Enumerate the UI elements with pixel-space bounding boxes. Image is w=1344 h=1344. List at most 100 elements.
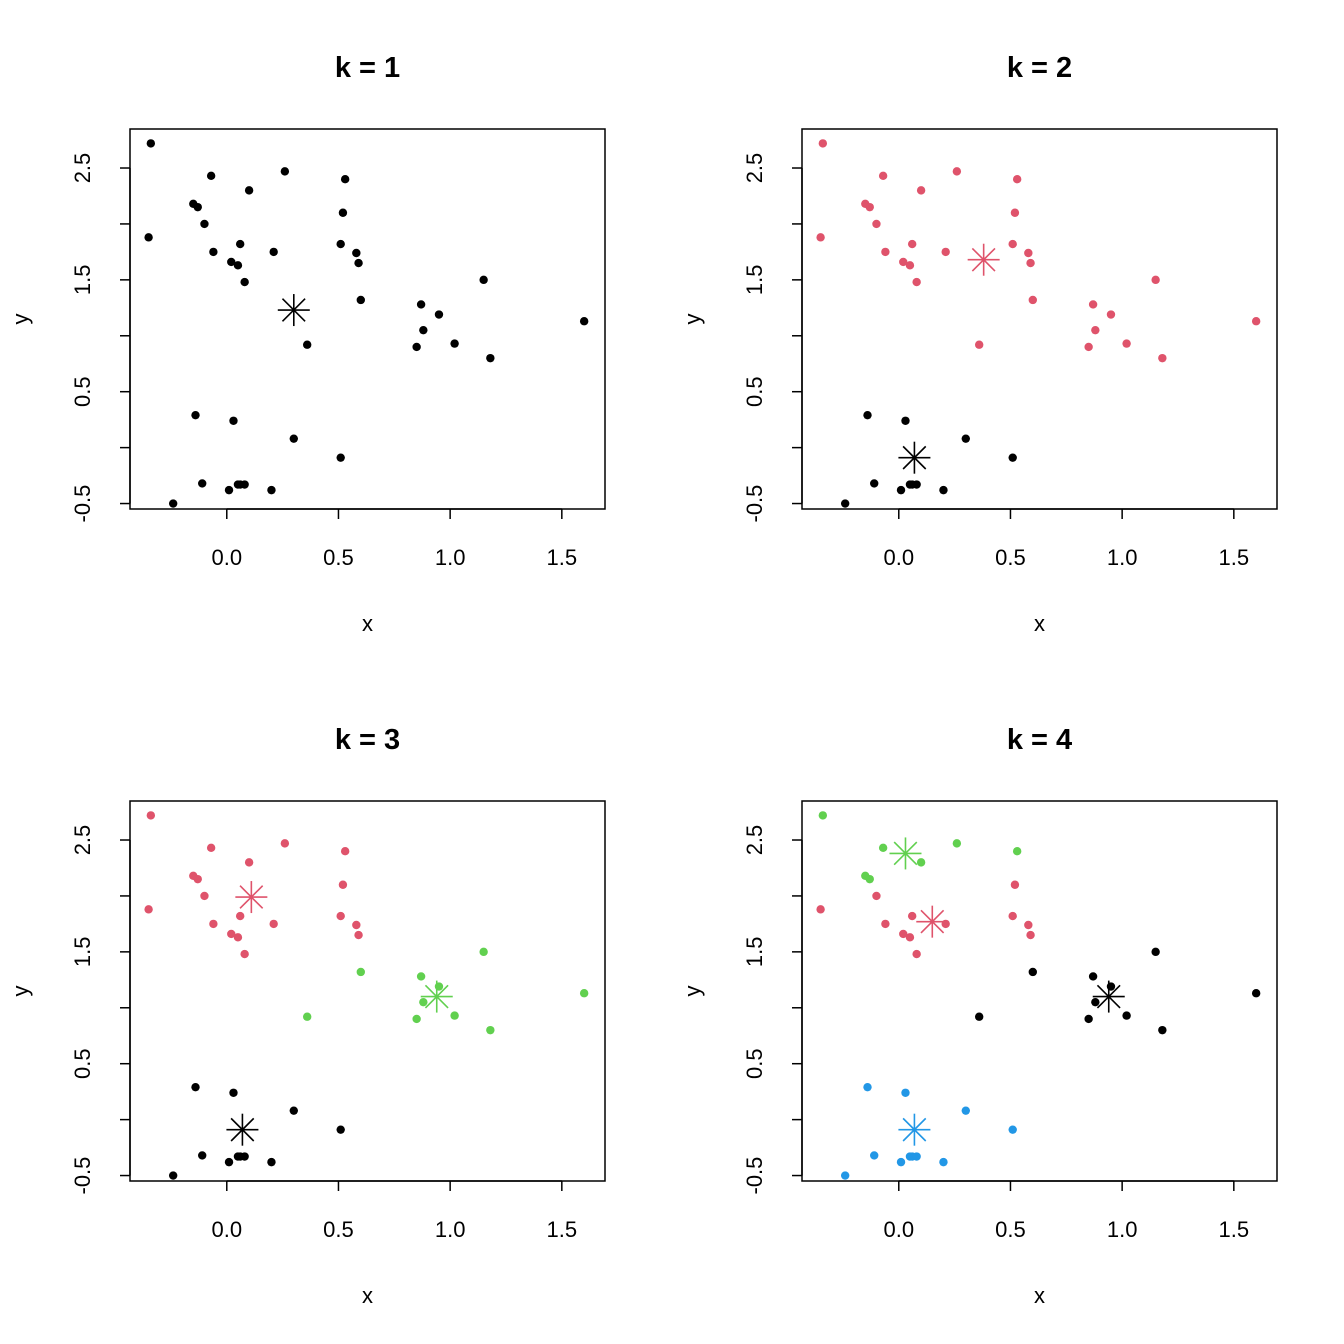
x-axis: 0.0 0.5 1.0 1.5 [883, 1180, 1249, 1242]
y-axis-title: y [680, 986, 705, 997]
data-point [269, 919, 278, 929]
data-point [416, 972, 426, 981]
data-point [579, 317, 589, 326]
data-point [233, 480, 243, 489]
data-point [206, 843, 216, 853]
data-point [878, 171, 888, 181]
cluster-center-marker [898, 441, 931, 474]
data-point [280, 167, 290, 176]
data-point [486, 1025, 495, 1035]
data-point [267, 1157, 276, 1167]
data-point [419, 997, 428, 1007]
data-point [416, 300, 426, 309]
y-tick-label: 0.5 [70, 376, 95, 407]
x-axis: 0.0 0.5 1.0 1.5 [211, 508, 577, 570]
data-point [916, 858, 926, 867]
data-point [1091, 325, 1100, 335]
x-axis: 0.0 0.5 1.0 1.5 [883, 508, 1250, 570]
data-points [816, 811, 1261, 1180]
data-point [198, 479, 207, 488]
data-point [1158, 353, 1167, 363]
data-point [144, 233, 153, 242]
cluster-center-marker [1092, 980, 1125, 1013]
data-point [1084, 1014, 1093, 1024]
data-point [1008, 239, 1017, 249]
center-marker-stroke [281, 298, 306, 322]
data-point [1008, 453, 1017, 462]
data-point [941, 247, 950, 257]
plot-frame [129, 800, 606, 1182]
data-point [1010, 880, 1020, 889]
data-point [269, 247, 278, 257]
y-axis: -0.5 0.5 1.5 2.5 [742, 825, 803, 1195]
data-point [579, 989, 589, 998]
data-point [356, 967, 365, 977]
data-point [267, 485, 276, 495]
panel-title: k = 3 [335, 724, 400, 756]
x-tick-label: 1.5 [1219, 545, 1250, 570]
data-point [907, 239, 917, 249]
data-point [870, 1151, 879, 1160]
data-point [340, 174, 350, 184]
plot-frame [801, 800, 1278, 1182]
data-point [974, 340, 984, 349]
data-point [240, 949, 249, 959]
data-point [901, 1088, 910, 1097]
data-points [144, 811, 589, 1180]
data-point [200, 891, 209, 901]
cluster-center-marker [967, 243, 1000, 276]
x-tick-label: 0.5 [323, 545, 354, 570]
data-point [240, 480, 249, 489]
cluster-center-marker [226, 1113, 259, 1146]
x-tick-label: 0.0 [883, 1217, 914, 1242]
data-point [227, 929, 236, 939]
data-point [1091, 997, 1100, 1007]
data-point [200, 219, 209, 229]
x-tick-label: 0.0 [211, 545, 242, 570]
center-marker-stroke [230, 1117, 255, 1142]
data-point [974, 1012, 984, 1021]
data-point [1251, 317, 1261, 326]
center-marker-stroke [902, 445, 927, 470]
data-point [280, 839, 290, 848]
data-point [206, 171, 216, 181]
data-point [816, 905, 825, 914]
panel-1: k = 1 0.0 0.5 1.0 1.5 x -0.5 0.5 1.5 2.5 y [8, 52, 606, 636]
data-point [1122, 1011, 1131, 1020]
data-point [1088, 300, 1098, 309]
y-axis: -0.5 0.5 1.5 2.5 [70, 825, 131, 1195]
data-point [901, 416, 910, 425]
data-point [412, 1014, 421, 1024]
y-tick-label: 0.5 [742, 1048, 767, 1079]
y-tick-label: 2.5 [70, 153, 95, 184]
x-tick-label: 0.5 [995, 1217, 1026, 1242]
data-point [450, 1011, 459, 1020]
data-point [905, 480, 915, 489]
y-tick-label: 1.5 [742, 265, 767, 296]
data-point [912, 949, 921, 959]
y-tick-label: 1.5 [70, 265, 95, 296]
y-tick-label: 1.5 [70, 937, 95, 968]
data-point [870, 479, 879, 488]
data-point [912, 1152, 921, 1161]
data-point [352, 248, 361, 258]
center-marker-stroke [902, 1117, 927, 1142]
data-point [240, 277, 249, 287]
data-point [1012, 174, 1022, 184]
y-tick-label: -0.5 [70, 1157, 95, 1195]
data-point [961, 1106, 970, 1115]
data-point [233, 261, 243, 270]
cluster-center-marker [898, 1113, 931, 1146]
data-point [872, 891, 881, 901]
data-point [419, 325, 428, 335]
data-point [878, 843, 888, 853]
y-tick-label: -0.5 [70, 485, 95, 523]
data-point [863, 410, 872, 420]
data-point [412, 342, 421, 352]
x-axis-title: x [1034, 611, 1045, 636]
x-tick-label: 0.0 [883, 545, 914, 570]
cluster-center-marker [916, 905, 949, 938]
x-axis-title: x [1034, 1283, 1045, 1308]
x-tick-label: 0.0 [211, 1217, 242, 1242]
